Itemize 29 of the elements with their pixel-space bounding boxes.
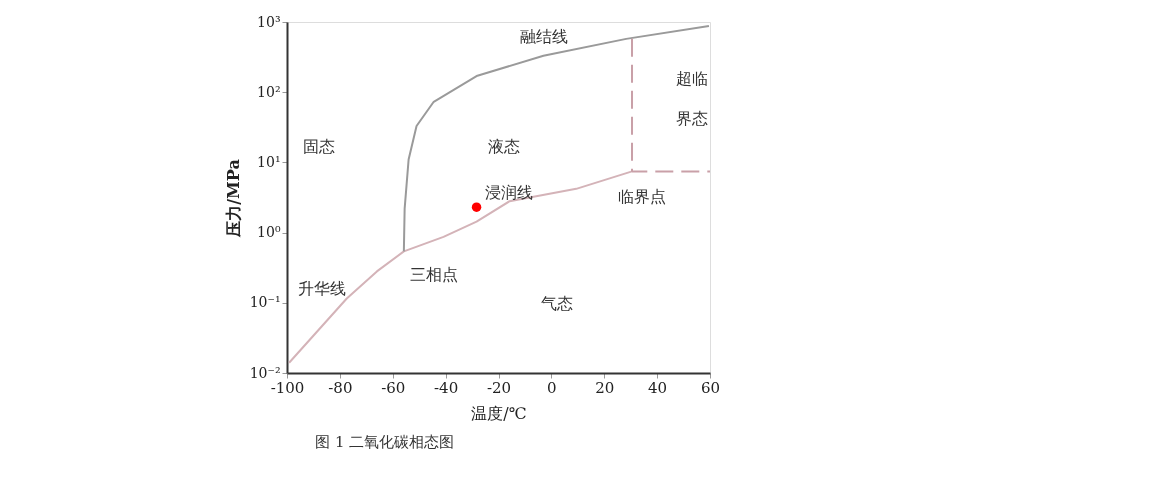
y-tick-label: 10⁻² xyxy=(249,364,281,381)
y-tick-label: 10¹ xyxy=(257,153,281,170)
x-tick-label: -80 xyxy=(328,378,353,397)
x-tick-label: -20 xyxy=(486,378,512,397)
caption: 图 1 二氧化碳相态图 xyxy=(315,433,455,451)
annotation: 浸润线 xyxy=(485,183,533,202)
x-tick-label: 60 xyxy=(700,378,721,397)
annotation: 临界点 xyxy=(618,187,666,206)
x-tick-label: -40 xyxy=(434,378,459,397)
y-tick-label: 10³ xyxy=(257,13,281,30)
y-axis-title: 压力/MPa xyxy=(223,159,243,238)
line-series xyxy=(402,24,710,253)
x-tick-label: 40 xyxy=(648,378,668,397)
annotation: 液态 xyxy=(488,137,520,156)
y-tick-label: 10⁻¹ xyxy=(249,294,281,311)
annotation: 三相点 xyxy=(410,265,458,284)
annotation: 升华线 xyxy=(298,279,346,298)
annotation: 融结线 xyxy=(520,27,568,46)
x-tick-label: -100 xyxy=(270,378,305,397)
line-series xyxy=(288,170,633,364)
x-axis-title: 温度/℃ xyxy=(471,403,527,423)
x-tick-label: 0 xyxy=(547,378,557,397)
y-tick-label: 10⁰ xyxy=(257,224,281,241)
x-tick-label: 20 xyxy=(595,378,615,397)
x-tick-label: -60 xyxy=(381,378,406,397)
annotation: 气态 xyxy=(541,294,573,313)
text: 超临界态 xyxy=(676,69,708,128)
annotation: 固态 xyxy=(303,137,335,156)
y-tick-label: 10² xyxy=(257,83,281,100)
